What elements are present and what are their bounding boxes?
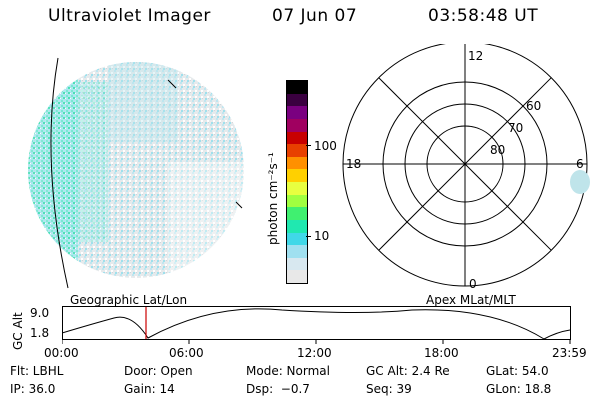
altitude-tick-low: 1.8 bbox=[30, 326, 50, 340]
time-tick-1200: 12:00 bbox=[297, 346, 332, 360]
colorbar-segment bbox=[287, 245, 307, 258]
colorbar-unit-label: photon cm⁻²s⁻¹ bbox=[266, 152, 280, 245]
polar-grid: 12 18 6 0 60 70 80 bbox=[342, 44, 590, 291]
colorbar-segment bbox=[287, 106, 307, 119]
colorbar bbox=[286, 80, 308, 284]
colorbar-segment bbox=[287, 194, 307, 208]
colorbar-segment bbox=[287, 144, 307, 157]
time-label: 03:58:48 UT bbox=[428, 6, 539, 26]
info-mode: Mode: Normal bbox=[246, 364, 330, 378]
info-gc-alt: GC Alt: 2.4 Re bbox=[366, 364, 450, 378]
polar-aurora-blob bbox=[570, 170, 590, 194]
altitude-plot bbox=[62, 306, 571, 344]
lat-label-80: 80 bbox=[490, 143, 505, 157]
colorbar-label-10: 10 bbox=[314, 229, 330, 243]
geographic-label: Geographic Lat/Lon bbox=[70, 293, 188, 307]
info-flt: Flt: LBHL bbox=[10, 364, 64, 378]
info-door: Door: Open bbox=[124, 364, 193, 378]
info-dsp: Dsp: −0.7 bbox=[246, 382, 310, 396]
mlt-label-bottom: 0 bbox=[469, 277, 477, 291]
colorbar-segment bbox=[287, 232, 307, 246]
date-label: 07 Jun 07 bbox=[272, 6, 358, 26]
colorbar-label-100: 100 bbox=[314, 139, 337, 153]
colorbar-segment bbox=[287, 207, 307, 220]
time-tick-2359: 23:59 bbox=[552, 346, 587, 360]
info-glon: GLon: 18.8 bbox=[486, 382, 552, 396]
time-tick-0000: 00:00 bbox=[44, 346, 79, 360]
mlt-label-top: 12 bbox=[468, 49, 483, 63]
info-glat: GLat: 54.0 bbox=[486, 364, 549, 378]
altitude-curve bbox=[62, 308, 571, 340]
time-tick-0600: 06:00 bbox=[169, 346, 204, 360]
auroral-image bbox=[28, 57, 244, 289]
colorbar-segment bbox=[287, 81, 307, 94]
colorbar-segment bbox=[287, 156, 307, 170]
colorbar-segment bbox=[287, 131, 307, 145]
colorbar-segment bbox=[287, 93, 307, 107]
altitude-axis-label: GC Alt bbox=[11, 312, 25, 350]
info-seq: Seq: 39 bbox=[366, 382, 412, 396]
colorbar-segment bbox=[287, 257, 307, 271]
colorbar-segment bbox=[287, 118, 307, 132]
mlt-label-right: 6 bbox=[576, 157, 584, 171]
lat-label-70: 70 bbox=[508, 121, 523, 135]
app-title: Ultraviolet Imager bbox=[48, 6, 211, 26]
altitude-tick-high: 9.0 bbox=[30, 306, 50, 320]
colorbar-segment bbox=[287, 219, 307, 233]
colorbar-segment bbox=[287, 270, 307, 283]
mlt-label-left: 18 bbox=[346, 157, 361, 171]
colorbar-segment bbox=[287, 169, 307, 182]
info-ip: IP: 36.0 bbox=[10, 382, 56, 396]
time-tick-1800: 18:00 bbox=[424, 346, 459, 360]
info-gain: Gain: 14 bbox=[124, 382, 175, 396]
colorbar-tick-100 bbox=[306, 145, 311, 146]
colorbar-segment bbox=[287, 182, 307, 195]
apex-label: Apex MLat/MLT bbox=[426, 293, 516, 307]
lat-label-60: 60 bbox=[526, 99, 541, 113]
colorbar-tick-10 bbox=[306, 236, 311, 237]
